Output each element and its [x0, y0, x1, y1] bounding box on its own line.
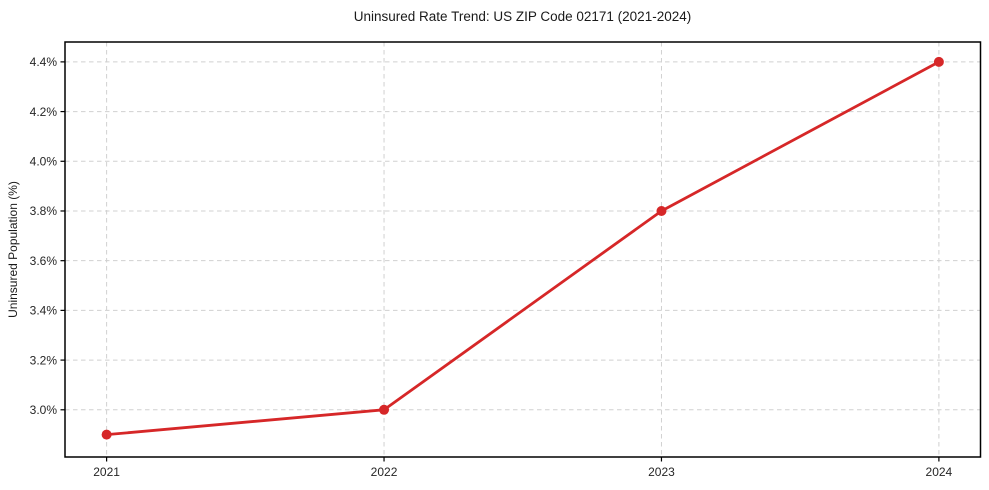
y-tick-label: 3.0%: [30, 403, 58, 417]
y-tick-label: 3.8%: [30, 204, 58, 218]
y-tick-label: 4.2%: [30, 105, 58, 119]
plot-border: [64, 41, 982, 458]
x-tick-label: 2022: [371, 465, 398, 479]
y-axis-label: Uninsured Population (%): [6, 181, 20, 318]
tick-layer: 3.0% 3.2% 3.4% 3.6% 3.8% 4.0% 4.2% 4.4% 2021 2022…: [30, 55, 953, 479]
x-tick-label: 2021: [93, 465, 120, 479]
data-point-2022: [379, 404, 390, 415]
y-tick-label: 4.0%: [30, 154, 58, 168]
x-tick-label: 2023: [648, 465, 675, 479]
data-point-2023: [656, 205, 667, 216]
x-tick-label: 2024: [926, 465, 953, 479]
y-tick-label: 4.4%: [30, 55, 58, 69]
data-point-2024: [933, 56, 944, 67]
y-tick-label: 3.4%: [30, 304, 58, 318]
grid-layer: [65, 42, 981, 457]
trend-line: [105, 60, 941, 437]
chart-title: Uninsured Rate Trend: US ZIP Code 02171 …: [354, 9, 691, 24]
y-tick-label: 3.2%: [30, 353, 58, 367]
y-tick-label: 3.6%: [30, 254, 58, 268]
series-layer: [101, 56, 944, 440]
data-point-2021: [101, 429, 112, 440]
